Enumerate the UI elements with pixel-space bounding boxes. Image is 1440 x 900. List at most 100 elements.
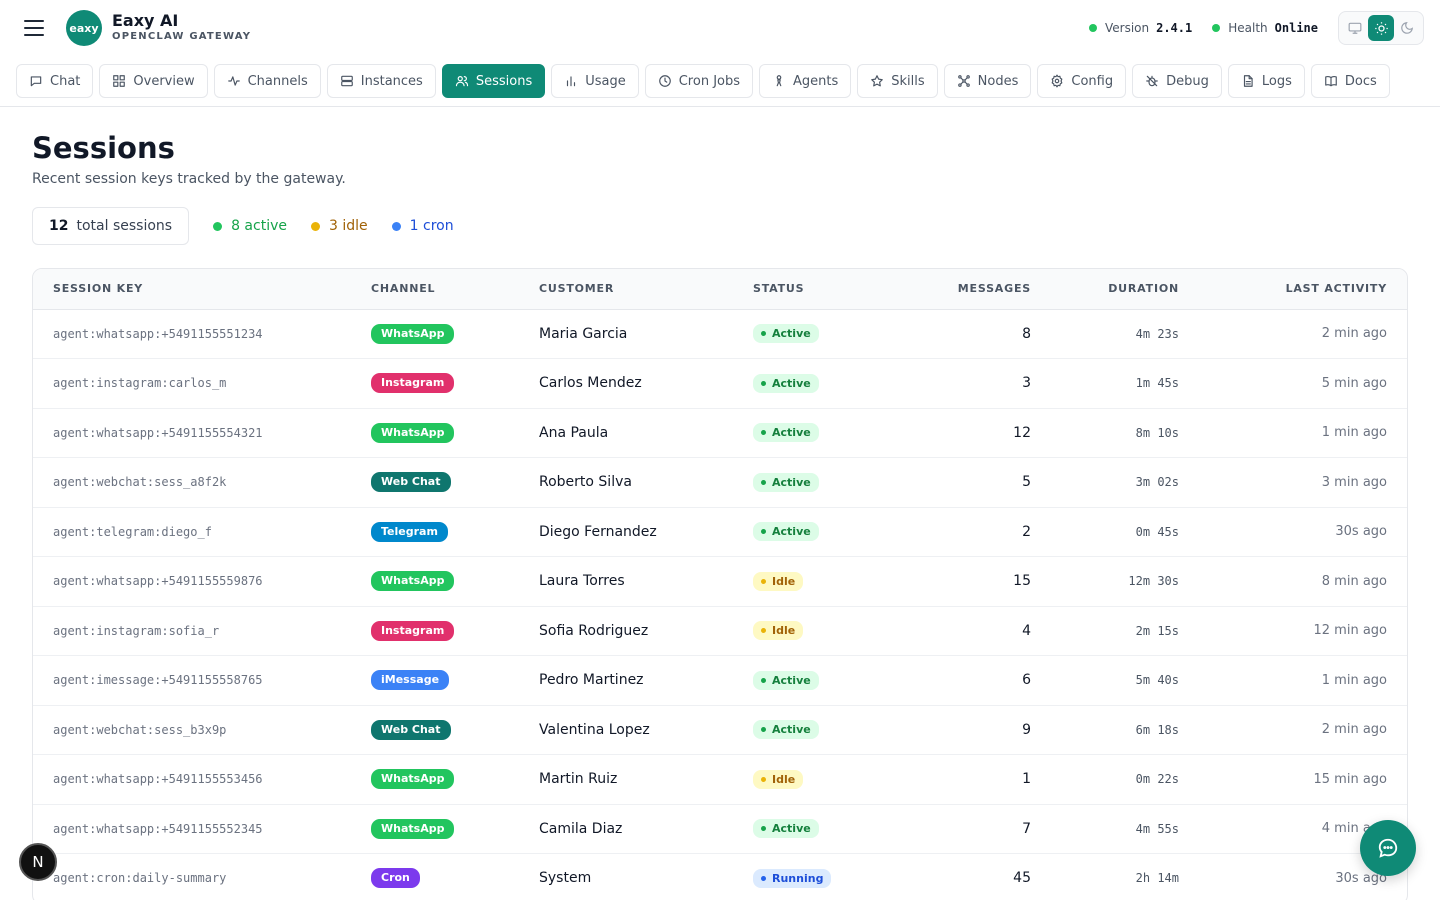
channel-cell: Cron — [371, 853, 539, 900]
monitor-icon — [1348, 22, 1362, 34]
table-row[interactable]: agent:webchat:sess_a8f2k Web Chat Roberto … — [33, 457, 1407, 508]
status-dot-icon — [761, 430, 766, 436]
total-sessions-count: 12 — [49, 218, 69, 234]
status-badge: Active — [753, 423, 819, 443]
table-row[interactable]: agent:instagram:carlos_m Instagram Carlos … — [33, 358, 1407, 409]
channel-cell: WhatsApp — [371, 309, 539, 359]
table-row[interactable]: agent:cron:daily-summary Cron System Runnin… — [33, 853, 1407, 900]
column-last-activity[interactable]: LAST ACTIVITY — [1179, 269, 1407, 310]
tab-nodes[interactable]: Nodes — [943, 64, 1032, 98]
tab-skills[interactable]: Skills — [857, 64, 938, 98]
status-cell: Active — [753, 804, 903, 854]
status-label: Active — [772, 723, 811, 737]
cron-count: 1 cron — [391, 218, 454, 234]
table-row[interactable]: agent:whatsapp:+5491155553456 WhatsApp Mar… — [33, 754, 1407, 805]
tab-usage[interactable]: Usage — [551, 64, 639, 98]
chat-bubble-icon — [1378, 838, 1398, 858]
channel-badge: iMessage — [371, 670, 450, 691]
theme-light-button[interactable] — [1368, 15, 1394, 41]
channel-badge: Web Chat — [371, 719, 451, 740]
tab-docs[interactable]: Docs — [1310, 64, 1390, 98]
tab-chat[interactable]: Chat — [16, 64, 94, 98]
menu-icon[interactable] — [24, 20, 44, 36]
session-duration: 6m 18s — [1031, 705, 1179, 755]
idle-count: 3 idle — [311, 218, 368, 234]
star-icon — [871, 75, 884, 87]
status-badge: Idle — [753, 571, 804, 591]
status-dot-icon — [761, 380, 766, 386]
main-nav: Chat Overview Channels Instances Sessions Usa… — [0, 56, 1440, 107]
table-row[interactable]: agent:whatsapp:+5491155552345 WhatsApp Cam… — [33, 804, 1407, 854]
theme-dark-button[interactable] — [1394, 15, 1420, 41]
tab-logs[interactable]: Logs — [1227, 64, 1305, 98]
tab-agents[interactable]: Agents — [759, 64, 852, 98]
brand: Eaxy AI OPENCLAW GATEWAY — [112, 12, 251, 44]
last-activity: 3 min ago — [1179, 457, 1407, 508]
channel-badge: Telegram — [371, 521, 448, 542]
table-row[interactable]: agent:whatsapp:+5491155559876 WhatsApp Lau… — [33, 556, 1407, 607]
table-row[interactable]: agent:whatsapp:+5491155551234 WhatsApp Mar… — [33, 309, 1407, 359]
column-customer[interactable]: CUSTOMER — [539, 269, 753, 310]
column-messages[interactable]: MESSAGES — [903, 269, 1031, 310]
session-key: agent:webchat:sess_a8f2k — [33, 457, 371, 508]
channel-badge: WhatsApp — [371, 323, 455, 344]
health-status: Health Online — [1212, 21, 1318, 35]
tab-label: Usage — [585, 73, 626, 89]
column-duration[interactable]: DURATION — [1031, 269, 1179, 310]
status-dot-icon — [761, 331, 766, 337]
brand-logo: eaxy — [66, 10, 102, 46]
tab-debug[interactable]: Debug — [1132, 64, 1222, 98]
column-session-key[interactable]: SESSION KEY — [33, 269, 371, 310]
channel-cell: iMessage — [371, 655, 539, 706]
session-duration: 3m 02s — [1031, 457, 1179, 508]
status-dot-icon — [761, 677, 766, 683]
message-count: 7 — [903, 804, 1031, 854]
table-row[interactable]: agent:whatsapp:+5491155554321 WhatsApp Ana… — [33, 408, 1407, 458]
message-count: 15 — [903, 556, 1031, 607]
tab-channels[interactable]: Channels — [213, 64, 321, 98]
chat-widget-button[interactable] — [1360, 820, 1416, 876]
app-header: eaxy Eaxy AI OPENCLAW GATEWAY Version 2.… — [0, 0, 1440, 56]
tab-cron-jobs[interactable]: Cron Jobs — [644, 64, 754, 98]
tab-config[interactable]: Config — [1037, 64, 1127, 98]
table-row[interactable]: agent:imessage:+5491155558765 iMessage Ped… — [33, 655, 1407, 706]
header-status: Version 2.4.1 Health Online — [1088, 11, 1424, 45]
session-key: agent:webchat:sess_b3x9p — [33, 705, 371, 755]
version-dot-icon — [1088, 24, 1097, 32]
tab-sessions[interactable]: Sessions — [441, 64, 546, 98]
column-channel[interactable]: CHANNEL — [371, 269, 539, 310]
status-label: Active — [772, 673, 811, 687]
health-value: Online — [1274, 21, 1318, 35]
book-icon — [1325, 75, 1337, 87]
session-key: agent:instagram:sofia_r — [33, 606, 371, 656]
table-row[interactable]: agent:instagram:sofia_r Instagram Sofia Ro… — [33, 606, 1407, 656]
customer-name: Laura Torres — [539, 556, 753, 607]
status-label: Active — [772, 822, 811, 836]
session-duration: 0m 45s — [1031, 507, 1179, 557]
gear-icon — [1052, 74, 1063, 88]
column-status[interactable]: STATUS — [753, 269, 903, 310]
table-row[interactable]: agent:telegram:diego_f Telegram Diego Fern… — [33, 507, 1407, 557]
dev-tools-button[interactable]: N — [19, 843, 57, 881]
tab-overview[interactable]: Overview — [99, 64, 208, 98]
status-badge: Active — [753, 373, 819, 393]
theme-switcher — [1338, 11, 1424, 45]
theme-system-button[interactable] — [1342, 15, 1368, 41]
last-activity: 15 min ago — [1179, 754, 1407, 805]
status-badge: Running — [753, 868, 832, 888]
grid-icon — [113, 75, 126, 87]
last-activity: 5 min ago — [1179, 358, 1407, 409]
status-badge: Active — [753, 819, 819, 839]
tab-instances[interactable]: Instances — [326, 64, 436, 98]
tab-label: Channels — [247, 73, 308, 89]
channel-badge: Cron — [371, 868, 420, 889]
sun-icon — [1374, 21, 1388, 35]
tab-label: Instances — [360, 73, 423, 89]
customer-name: Camila Diaz — [539, 804, 753, 854]
table-row[interactable]: agent:webchat:sess_b3x9p Web Chat Valentin… — [33, 705, 1407, 755]
status-label: Active — [772, 426, 811, 440]
status-label: Active — [772, 475, 811, 489]
message-count: 3 — [903, 358, 1031, 409]
channel-badge: Instagram — [371, 620, 455, 641]
status-badge: Active — [753, 522, 819, 542]
